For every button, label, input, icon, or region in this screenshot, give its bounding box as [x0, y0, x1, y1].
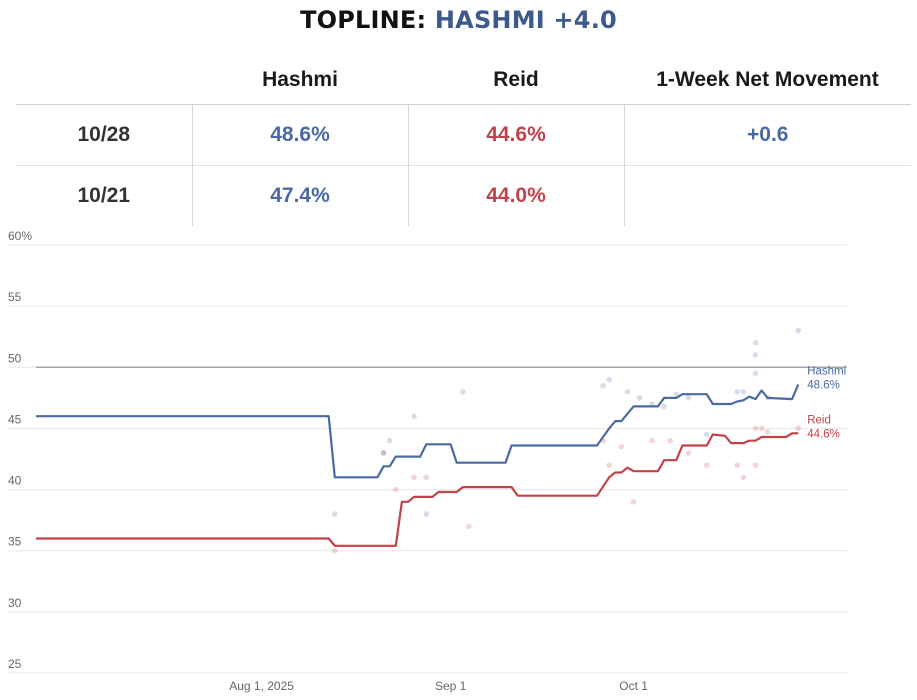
reid-poll-point: [618, 443, 625, 450]
title-prefix: TOPLINE:: [300, 6, 427, 34]
hashmi-poll-point: [423, 511, 430, 517]
reid-poll-point: [411, 474, 417, 481]
reid-poll-point: [423, 474, 430, 481]
y-tick-label: 60%: [8, 229, 32, 243]
reid-end-label: Reid: [807, 414, 831, 426]
y-tick-label: 45: [8, 412, 22, 426]
y-tick-label: 30: [8, 596, 22, 610]
hashmi-poll-point: [752, 352, 759, 358]
reid-poll-point: [392, 486, 399, 493]
hashmi-end-label: Hashmi: [807, 365, 846, 377]
table-header-row: Hashmi Reid 1-Week Net Movement: [16, 56, 911, 105]
hashmi-poll-point: [460, 388, 466, 395]
topline-table: Hashmi Reid 1-Week Net Movement 10/28 48…: [16, 56, 911, 226]
reid-poll-point: [740, 474, 747, 481]
page-title: TOPLINE: HASHMI +4.0: [0, 6, 917, 34]
reid-poll-point: [630, 499, 637, 505]
reid-poll-point: [380, 450, 387, 456]
hashmi-poll-point: [380, 450, 387, 456]
x-tick-label: Sep 1: [435, 679, 467, 693]
hashmi-poll-point: [386, 437, 393, 444]
table-row: 10/28 48.6% 44.6% +0.6: [16, 104, 911, 166]
reid-series-line: [36, 432, 799, 547]
reid-poll-point: [466, 523, 472, 530]
table-header-blank: [16, 56, 192, 105]
reid-poll-point: [752, 462, 759, 468]
hashmi-poll-point: [606, 376, 612, 383]
table-header-net: 1-Week Net Movement: [624, 56, 911, 105]
hashmi-poll-point: [636, 395, 643, 401]
reid-poll-point: [606, 462, 612, 468]
hashmi-poll-point: [734, 388, 741, 395]
reid-poll-point: [795, 425, 802, 432]
hashmi-poll-point: [600, 382, 606, 389]
reid-poll-point: [703, 462, 710, 468]
hashmi-poll-point: [661, 403, 667, 410]
polling-line-chart: 25 30 35 40 45 50 55 60% Aug 1, 2025 Sep 1 Oct 1 Ha…: [8, 229, 847, 693]
x-tick-label: Oct 1: [619, 679, 648, 693]
y-tick-label: 40: [8, 474, 22, 488]
row-net-movement: [624, 166, 911, 227]
hashmi-poll-point: [752, 340, 759, 346]
reid-poll-point: [758, 425, 765, 432]
reid-poll-point: [649, 437, 655, 444]
hashmi-poll-point: [685, 395, 692, 401]
row-reid-value: 44.0%: [408, 165, 625, 226]
y-tick-label: 55: [8, 290, 22, 304]
reid-poll-point: [764, 429, 771, 435]
reid-poll-point: [331, 547, 338, 554]
table-header-reid: Reid: [408, 56, 624, 105]
row-hashmi-value: 48.6%: [192, 104, 409, 166]
reid-poll-point: [734, 462, 741, 468]
y-tick-label: 50: [8, 351, 22, 365]
hashmi-poll-point: [703, 431, 710, 438]
table-header-hashmi: Hashmi: [192, 56, 408, 105]
hashmi-poll-point: [331, 511, 338, 517]
row-hashmi-value: 47.4%: [192, 165, 409, 226]
hashmi-series-line: [36, 383, 800, 479]
y-tick-label: 25: [8, 657, 22, 671]
reid-end-value: 44.6%: [807, 428, 840, 440]
hashmi-poll-point: [740, 388, 747, 395]
hashmi-end-value: 48.6%: [807, 379, 840, 391]
reid-poll-point: [752, 425, 759, 432]
reid-poll-point: [685, 450, 692, 456]
y-tick-label: 35: [8, 535, 22, 549]
hashmi-poll-point: [673, 391, 680, 397]
hashmi-poll-point: [795, 327, 802, 334]
row-date: 10/21: [16, 165, 193, 226]
x-tick-label: Aug 1, 2025: [229, 679, 294, 693]
row-reid-value: 44.6%: [408, 104, 625, 166]
hashmi-poll-point: [752, 370, 759, 377]
table-row: 10/21 47.4% 44.0%: [16, 165, 911, 227]
hashmi-poll-point: [411, 413, 417, 419]
row-date: 10/28: [16, 104, 193, 166]
reid-poll-point: [667, 437, 673, 444]
row-net-movement: +0.6: [624, 104, 911, 166]
title-highlight: HASHMI +4.0: [434, 6, 617, 34]
hashmi-poll-point: [624, 388, 631, 395]
